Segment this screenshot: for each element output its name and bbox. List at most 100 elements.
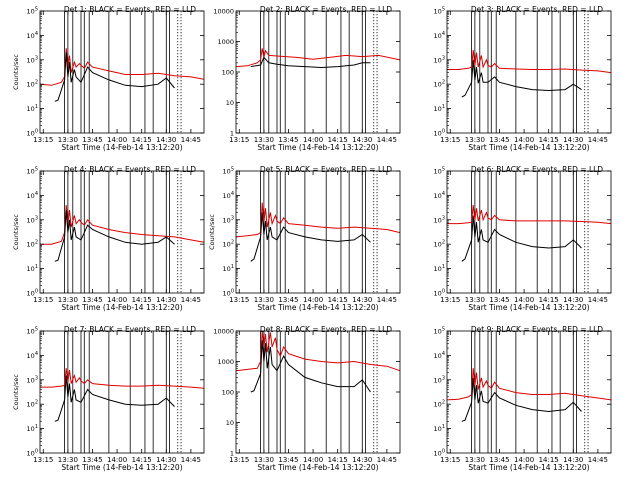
x-tick-label: 14:00	[514, 136, 534, 144]
y-axis-label: Counts/sec	[12, 374, 20, 410]
x-tick-label: 14:30	[563, 136, 583, 144]
x-tick-label: 14:15	[328, 136, 348, 144]
y-tick-label: 100	[222, 389, 234, 397]
x-tick-label: 14:00	[303, 296, 323, 304]
lld-rate-line	[235, 48, 401, 68]
detector-panel-9: 13:15 13:30 13:45 14:00 14:15 14:30 14:45 100 10…	[434, 325, 612, 472]
events-rate-line	[250, 56, 371, 69]
y-tick-label: 102	[27, 80, 38, 89]
events-rate-line	[54, 210, 175, 262]
x-tick-label: 14:45	[588, 136, 608, 144]
x-tick-label: 13:15	[33, 456, 53, 464]
lld-rate-line	[235, 330, 401, 372]
events-rate-line	[250, 212, 371, 262]
x-tick-label: 14:30	[352, 136, 372, 144]
x-tick-label: 13:15	[229, 456, 249, 464]
y-tick-label: 103	[27, 55, 38, 64]
events-rate-line	[54, 375, 175, 422]
x-tick-label: 14:45	[377, 456, 397, 464]
x-axis-label: Start Time (14-Feb-14 13:12:20)	[61, 303, 182, 312]
panel-title: Det 7: BLACK = Events, RED = LLD	[64, 325, 196, 334]
x-tick-label: 13:45	[489, 296, 509, 304]
lld-rate-line	[40, 368, 205, 389]
detector-panel-2: 13:15 13:30 13:45 14:00 14:15 14:30 14:45 1 10 10…	[213, 5, 401, 152]
x-tick-label: 14:30	[563, 456, 583, 464]
x-tick-label: 13:30	[465, 456, 485, 464]
y-tick-label: 102	[434, 400, 445, 409]
x-tick-label: 14:30	[352, 296, 372, 304]
y-tick-label: 100	[223, 289, 234, 298]
y-axis-label: Counts/sec	[208, 214, 216, 250]
panel-title: Det 8: BLACK = Events, RED = LLD	[260, 325, 392, 334]
panel-title: Det 3: BLACK = Events, RED = LLD	[471, 5, 603, 14]
x-tick-label: 14:45	[588, 296, 608, 304]
y-tick-label: 100	[434, 129, 445, 138]
x-tick-label: 14:45	[377, 136, 397, 144]
y-tick-label: 1	[230, 450, 234, 458]
x-tick-label: 13:30	[58, 296, 78, 304]
y-tick-label: 105	[223, 167, 234, 176]
x-tick-label: 14:15	[132, 296, 152, 304]
x-tick-label: 14:00	[303, 136, 323, 144]
y-tick-label: 10000	[213, 328, 234, 336]
y-axis-label: Counts/sec	[12, 214, 20, 250]
y-tick-label: 101	[27, 104, 38, 113]
x-tick-label: 14:00	[107, 456, 127, 464]
plot-frame	[446, 10, 612, 134]
x-axis-label: Start Time (14-Feb-14 13:12:20)	[257, 463, 378, 472]
y-tick-label: 102	[223, 240, 234, 249]
x-tick-label: 13:45	[278, 136, 298, 144]
events-rate-line	[461, 377, 582, 422]
x-tick-label: 13:30	[58, 456, 78, 464]
y-tick-label: 101	[223, 264, 234, 273]
x-tick-label: 14:15	[328, 296, 348, 304]
x-tick-label: 13:30	[465, 136, 485, 144]
y-tick-label: 101	[434, 104, 445, 113]
x-tick-label: 13:30	[58, 136, 78, 144]
y-tick-label: 103	[434, 215, 445, 224]
y-tick-label: 102	[27, 400, 38, 409]
x-tick-label: 14:15	[539, 136, 559, 144]
y-tick-label: 105	[434, 327, 445, 336]
x-tick-label: 14:00	[107, 296, 127, 304]
x-tick-label: 14:15	[132, 136, 152, 144]
y-tick-label: 10	[226, 99, 234, 107]
events-rate-line	[461, 59, 582, 98]
x-axis-label: Start Time (14-Feb-14 13:12:20)	[468, 143, 589, 152]
y-tick-label: 10000	[213, 8, 234, 16]
y-tick-label: 104	[434, 31, 445, 40]
y-tick-label: 1000	[217, 358, 234, 366]
plot-frame	[235, 170, 401, 294]
y-tick-label: 104	[27, 31, 38, 40]
x-axis-label: Start Time (14-Feb-14 13:12:20)	[61, 463, 182, 472]
panel-title: Det 1: BLACK = Events, RED = LLD	[64, 5, 196, 14]
x-tick-label: 13:30	[254, 456, 274, 464]
y-tick-label: 100	[27, 289, 38, 298]
y-tick-label: 102	[434, 240, 445, 249]
y-tick-label: 101	[434, 264, 445, 273]
y-tick-label: 100	[434, 289, 445, 298]
x-tick-label: 13:15	[229, 136, 249, 144]
detector-panel-4: 13:15 13:30 13:45 14:00 14:15 14:30 14:45 100 10…	[12, 165, 205, 312]
x-tick-label: 13:45	[278, 456, 298, 464]
y-tick-label: 101	[27, 264, 38, 273]
x-tick-label: 13:15	[440, 136, 460, 144]
events-rate-line	[250, 340, 371, 393]
events-rate-line	[461, 215, 582, 262]
y-tick-label: 101	[27, 424, 38, 433]
y-tick-label: 103	[27, 215, 38, 224]
x-tick-label: 14:45	[181, 456, 201, 464]
x-tick-label: 14:15	[132, 456, 152, 464]
y-tick-label: 104	[27, 351, 38, 360]
lld-rate-line	[446, 368, 612, 401]
x-tick-label: 14:15	[539, 456, 559, 464]
detector-panel-6: 13:15 13:30 13:45 14:00 14:15 14:30 14:45 100 10…	[434, 165, 612, 312]
x-tick-label: 14:00	[303, 456, 323, 464]
x-tick-label: 14:30	[352, 456, 372, 464]
x-tick-label: 14:30	[156, 136, 176, 144]
y-tick-label: 100	[222, 69, 234, 77]
y-tick-label: 104	[27, 191, 38, 200]
x-tick-label: 13:45	[278, 296, 298, 304]
x-tick-label: 13:15	[229, 296, 249, 304]
